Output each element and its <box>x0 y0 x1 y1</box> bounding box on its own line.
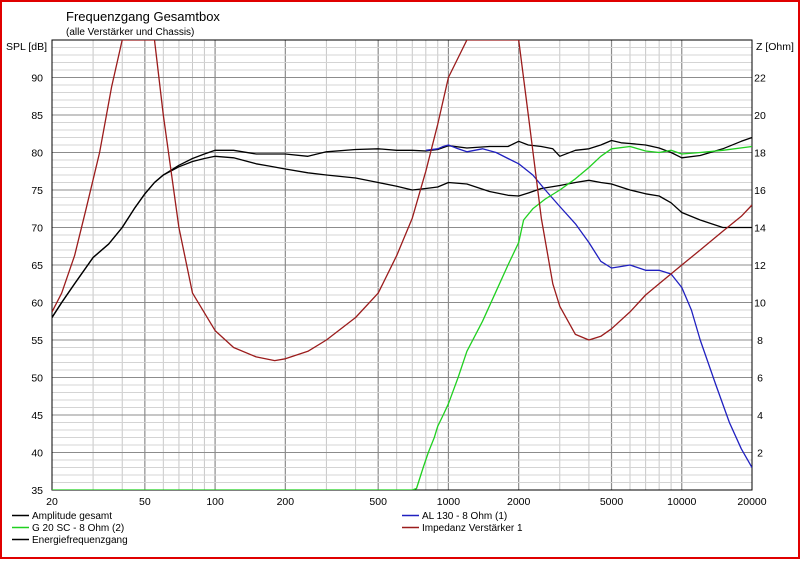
y-axis-left-label: SPL [dB] <box>6 41 47 53</box>
legend-label: AL 130 - 8 Ohm (1) <box>422 511 507 522</box>
y-left-tick-label: 80 <box>31 148 43 160</box>
series-lines <box>52 40 752 490</box>
y-right-tick-label: 20 <box>754 110 766 122</box>
grid <box>52 40 752 490</box>
y-left-tick-label: 70 <box>31 223 43 235</box>
legend-label: Amplitude gesamt <box>32 511 112 522</box>
tick-labels: 20 50 100 200 500 1000 2000 5000 10000 20000 35 40 4… <box>31 73 766 509</box>
chart-title: Frequenzgang Gesamtbox <box>66 9 220 24</box>
y-left-tick-label: 65 <box>31 260 43 272</box>
x-tick-label: 500 <box>369 496 387 508</box>
legend-label: Impedanz Verstärker 1 <box>422 523 523 534</box>
y-left-tick-label: 55 <box>31 335 43 347</box>
y-right-tick-label: 14 <box>754 223 766 235</box>
y-right-tick-label: 10 <box>754 298 766 310</box>
y-right-tick-label: 16 <box>754 185 766 197</box>
series-line <box>52 40 752 362</box>
y-left-tick-label: 45 <box>31 410 43 422</box>
series-line <box>52 145 752 490</box>
y-axis-right-label: Z [Ohm] <box>756 41 794 53</box>
x-tick-label: 200 <box>277 496 295 508</box>
y-left-tick-label: 35 <box>31 485 43 497</box>
y-right-tick-label: 22 <box>754 73 766 85</box>
series-line <box>425 144 752 468</box>
y-left-tick-label: 50 <box>31 373 43 385</box>
legend-label: G 20 SC - 8 Ohm (2) <box>32 523 124 534</box>
chart-subtitle: (alle Verstärker und Chassis) <box>66 27 194 38</box>
x-tick-label: 100 <box>206 496 224 508</box>
y-right-tick-label: 8 <box>757 335 763 347</box>
y-right-tick-label: 4 <box>757 410 763 422</box>
series-line <box>52 155 752 318</box>
x-tick-label: 20 <box>46 496 58 508</box>
y-left-tick-label: 40 <box>31 448 43 460</box>
x-tick-label: 1000 <box>437 496 461 508</box>
legend-label: Energiefrequenzgang <box>32 535 128 546</box>
y-left-tick-label: 75 <box>31 185 43 197</box>
x-tick-label: 5000 <box>600 496 624 508</box>
y-left-tick-label: 85 <box>31 110 43 122</box>
x-tick-label: 2000 <box>507 496 531 508</box>
x-tick-label: 50 <box>139 496 151 508</box>
y-left-tick-label: 60 <box>31 298 43 310</box>
y-right-tick-label: 2 <box>757 448 763 460</box>
legend: Amplitude gesamt AL 130 - 8 Ohm (1) G 20 S… <box>12 511 523 546</box>
x-tick-label: 10000 <box>667 496 696 508</box>
y-right-tick-label: 12 <box>754 260 766 272</box>
x-tick-label: 20000 <box>737 496 766 508</box>
y-right-tick-label: 18 <box>754 148 766 160</box>
y-left-tick-label: 90 <box>31 73 43 85</box>
y-right-tick-label: 6 <box>757 373 763 385</box>
